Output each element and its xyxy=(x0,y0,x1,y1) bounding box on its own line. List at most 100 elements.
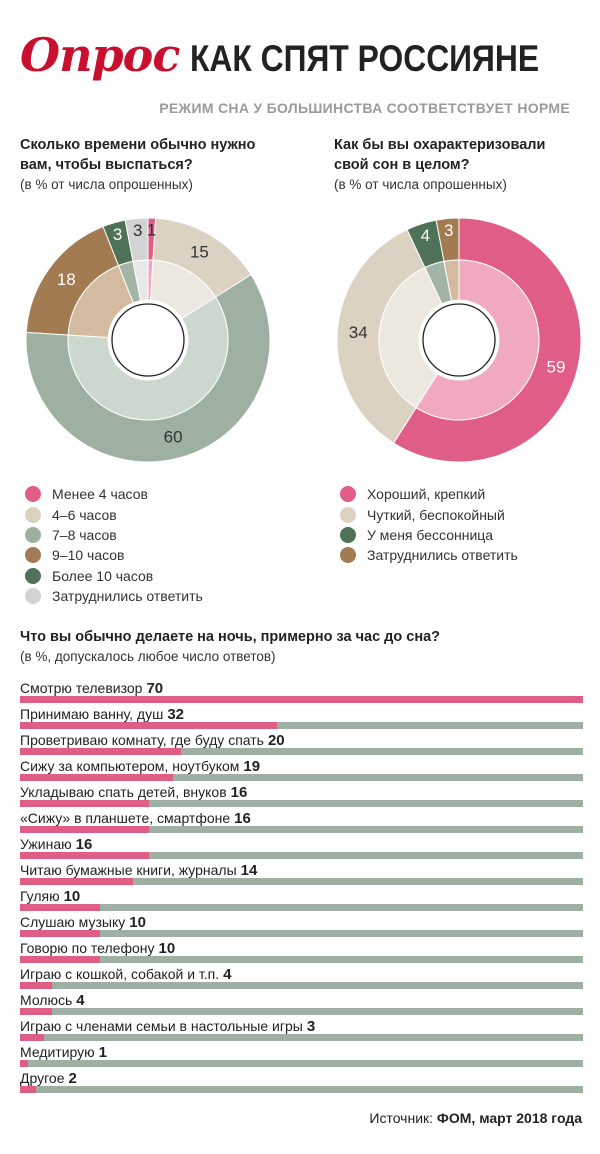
legend-label: Чуткий, беспокойный xyxy=(367,506,505,523)
chart1-title-line: Сколько времени обычно нужно xyxy=(20,137,256,153)
chart2-note: (в % от числа опрошенных) xyxy=(334,177,507,192)
legend-item: Затруднились ответить xyxy=(340,545,518,565)
source: Источник: ФОМ, март 2018 года xyxy=(369,1110,582,1126)
legend-swatch xyxy=(340,506,356,523)
legend-swatch xyxy=(340,526,356,543)
donut-slice-inner xyxy=(443,259,460,302)
bar-value: 2 xyxy=(68,1070,77,1087)
bar-value: 3 xyxy=(306,1018,316,1035)
bar-fill xyxy=(20,904,101,911)
slice-value-label: 34 xyxy=(349,323,368,342)
bar-value: 20 xyxy=(267,732,285,749)
donut-hole xyxy=(111,303,185,377)
legend-item: 9–10 часов xyxy=(25,545,203,565)
bar-row: «Сижу» в планшете, смартфоне 16 xyxy=(20,807,583,833)
bar-category: Говорю по телефону xyxy=(20,940,155,956)
bar-fill xyxy=(20,1034,45,1041)
bar-row: Другое 2 xyxy=(20,1067,583,1093)
donut-slice-inner xyxy=(67,296,229,421)
bar-row: Молюсь 4 xyxy=(20,989,583,1015)
legend-swatch xyxy=(25,567,41,584)
slice-value-label: 18 xyxy=(57,270,76,289)
bar-fill xyxy=(20,930,101,937)
legend-swatch xyxy=(25,526,41,543)
bar-fill xyxy=(20,982,53,989)
legend-swatch xyxy=(25,506,41,523)
legend-label: У меня бессонница xyxy=(367,526,494,543)
slice-value-label: 60 xyxy=(164,427,183,446)
chart1-title: Сколько времени обычно нужно вам, чтобы … xyxy=(20,135,255,175)
bar-category: Укладываю спать детей, внуков xyxy=(20,784,227,800)
bar-category: Гуляю xyxy=(20,888,60,904)
bar-fill xyxy=(20,826,149,833)
legend-item: Чуткий, беспокойный xyxy=(340,504,518,524)
legend-label: Менее 4 часов xyxy=(52,486,148,503)
bar-label: Слушаю музыку 10 xyxy=(20,914,146,931)
bar-category: Молюсь xyxy=(20,992,73,1008)
legend-swatch xyxy=(25,486,41,503)
bar-value: 10 xyxy=(63,888,81,905)
bar-row: Слушаю музыку 10 xyxy=(20,911,583,937)
bar-value: 19 xyxy=(243,758,261,775)
slice-value-label: 3 xyxy=(133,221,142,240)
bar-category: Проветриваю комнату, где буду спать xyxy=(20,732,264,748)
chart1-title-line: вам, чтобы выспаться? xyxy=(20,157,193,173)
bar-fill xyxy=(20,852,149,859)
legend-swatch xyxy=(25,588,41,605)
bar-track xyxy=(20,852,583,859)
bar-value: 32 xyxy=(167,706,185,723)
bar-label: Сижу за компьютером, ноутбуком 19 xyxy=(20,758,260,775)
slice-value-label: 1 xyxy=(147,221,156,240)
chart3-note: (в %, допускалось любое число ответов) xyxy=(20,649,276,664)
bar-fill xyxy=(20,1086,37,1093)
bar-label: Принимаю ванну, душ 32 xyxy=(20,706,184,723)
donut-slice-inner xyxy=(132,259,149,302)
bar-label: Читаю бумажные книги, журналы 14 xyxy=(20,862,257,879)
bar-track xyxy=(20,774,583,781)
legend-item: У меня бессонница xyxy=(340,525,518,545)
bar-category: Слушаю музыку xyxy=(20,914,126,930)
legend-label: 7–8 часов xyxy=(52,526,117,543)
bar-value: 10 xyxy=(158,940,176,957)
donut-hole xyxy=(422,303,496,377)
bar-value: 14 xyxy=(240,862,258,879)
bar-fill xyxy=(20,1060,29,1067)
bar-row: Гуляю 10 xyxy=(20,885,583,911)
bar-label: Играю с кошкой, собакой и т.п. 4 xyxy=(20,966,231,983)
legend-label: Более 10 часов xyxy=(52,567,154,584)
legend-item: 7–8 часов xyxy=(25,525,203,545)
page-subtitle: РЕЖИМ СНА У БОЛЬШИНСТВА СООТВЕТСТВУЕТ НО… xyxy=(159,100,570,116)
bar-label: Медитирую 1 xyxy=(20,1044,107,1061)
bar-track xyxy=(20,1086,583,1093)
slice-value-label: 3 xyxy=(113,225,122,244)
bar-track xyxy=(20,878,583,885)
bar-track xyxy=(20,826,583,833)
bar-row: Принимаю ванну, душ 32 xyxy=(20,703,583,729)
bar-row: Играю с кошкой, собакой и т.п. 4 xyxy=(20,963,583,989)
bar-track xyxy=(20,800,583,807)
bar-row: Смотрю телевизор 70 xyxy=(20,677,583,703)
bar-category: Смотрю телевизор xyxy=(20,680,143,696)
bar-track xyxy=(20,982,583,989)
bar-value: 4 xyxy=(76,992,85,1009)
source-label: Источник: xyxy=(369,1110,434,1126)
bar-category: Другое xyxy=(20,1070,65,1086)
bar-track xyxy=(20,930,583,937)
chart2-donut: 59 34 4 3 xyxy=(336,217,582,463)
bar-fill xyxy=(20,748,181,755)
bar-track xyxy=(20,696,583,703)
bar-value: 1 xyxy=(98,1044,107,1061)
bar-category: Сижу за компьютером, ноутбуком xyxy=(20,758,240,774)
bar-category: Медитирую xyxy=(20,1044,95,1060)
bar-row: Укладываю спать детей, внуков 16 xyxy=(20,781,583,807)
bar-row: Ужинаю 16 xyxy=(20,833,583,859)
bar-fill xyxy=(20,774,173,781)
chart2-legend: Хороший, крепкий Чуткий, беспокойный У мен… xyxy=(340,484,518,566)
bar-category: «Сижу» в планшете, смартфоне xyxy=(20,810,231,826)
bar-fill xyxy=(20,722,278,729)
bar-value: 4 xyxy=(223,966,232,983)
bar-track xyxy=(20,904,583,911)
chart1-legend: Менее 4 часов 4–6 часов 7–8 часов 9–10 часо… xyxy=(25,484,203,606)
legend-item: Менее 4 часов xyxy=(25,484,203,504)
bar-category: Принимаю ванну, душ xyxy=(20,706,164,722)
